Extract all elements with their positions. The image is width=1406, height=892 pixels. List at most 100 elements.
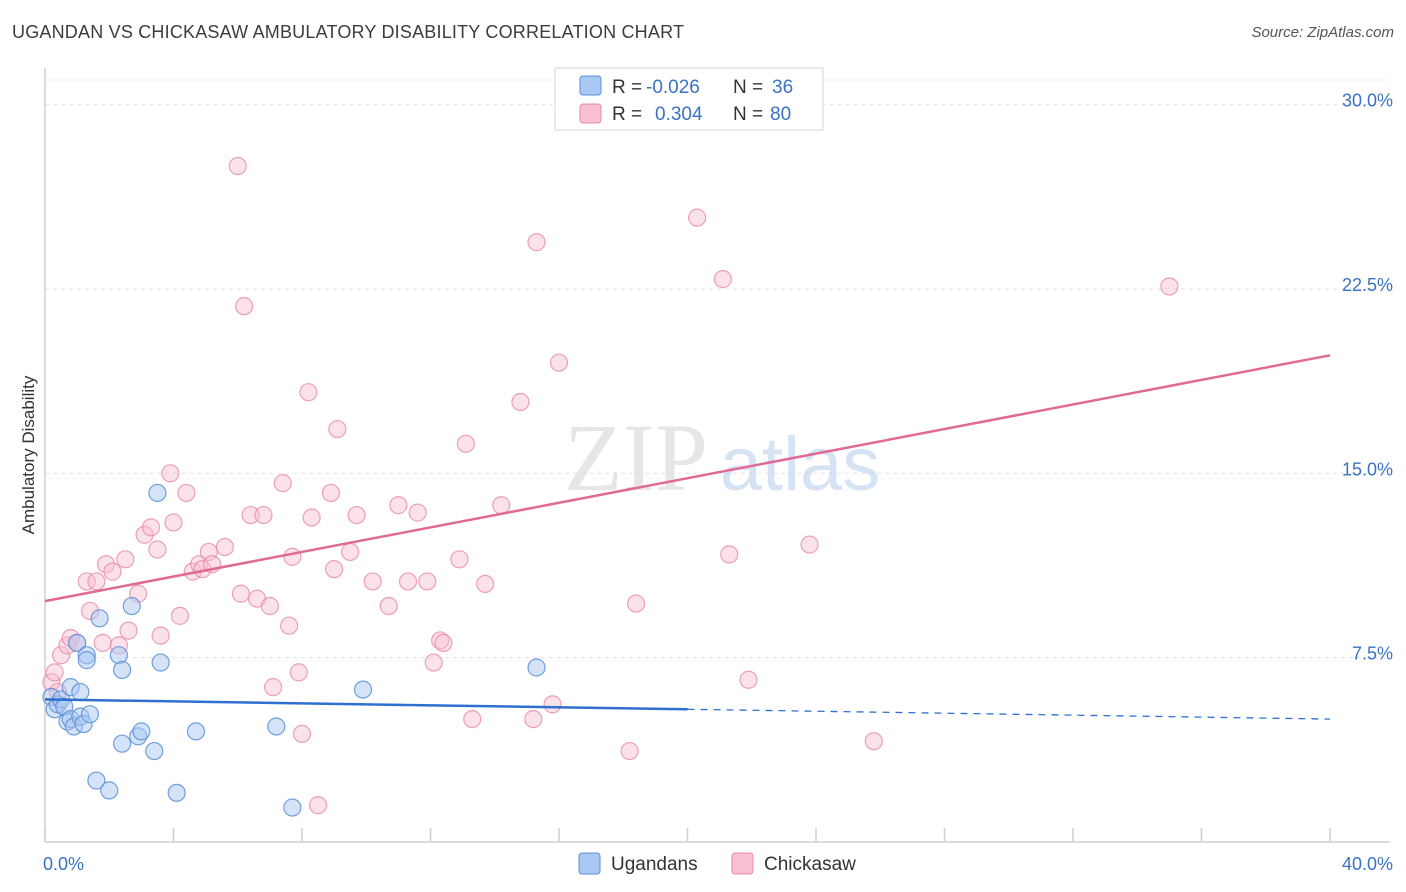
chickasaw-point-46 [308, 796, 328, 815]
chickasaw-point-34 [241, 505, 260, 525]
chickasaw-point-36 [254, 505, 273, 525]
chickasaw-point-69 [543, 695, 562, 714]
chickasaw-point-74 [688, 208, 707, 227]
ugandans-point-25 [145, 741, 164, 761]
legend-n-label-2: N = [733, 104, 763, 125]
chickasaw-point-56 [408, 503, 427, 522]
bottom-legend-label-chickasaw: Chickasaw [764, 854, 856, 875]
chickasaw-point-33 [235, 297, 254, 316]
ugandans-point-20 [112, 660, 132, 680]
tick-labels: 7.5% 15.0% 22.5% 30.0% 0.0% 40.0% [43, 91, 1393, 874]
chickasaw-point-31 [228, 156, 247, 176]
chickasaw-point-78 [800, 535, 819, 554]
chickasaw-point-55 [398, 572, 418, 591]
ugandans-point-27 [151, 653, 170, 672]
chickasaw-point-59 [431, 631, 450, 650]
chickasaw-point-23 [170, 606, 190, 625]
chickasaw-point-7 [77, 572, 96, 591]
chickasaw-point-76 [720, 545, 739, 564]
chickasaw-point-53 [379, 596, 398, 616]
chickasaw-point-66 [511, 392, 530, 412]
chickasaw-point-57 [418, 572, 437, 591]
bottom-legend-swatch-chickasaw [731, 852, 754, 875]
chickasaw-point-41 [283, 547, 302, 566]
trend-lines [44, 354, 1331, 720]
chickasaw-point-45 [302, 508, 321, 527]
ugandans-point-11 [71, 682, 90, 702]
chickasaw-point-14 [116, 550, 135, 569]
y-tick-label-0: 7.5% [1352, 644, 1393, 664]
chickasaw-point-62 [456, 434, 475, 453]
chickasaw-point-79 [864, 732, 883, 751]
legend-n-value-2: 80 [770, 104, 791, 125]
watermark-atlas: atlas [720, 422, 881, 507]
legend-n-value-1: 36 [772, 77, 793, 98]
chickasaw-point-24 [177, 483, 196, 503]
legend-r-label-2: R = [612, 104, 642, 125]
chickasaw-point-11 [96, 555, 116, 574]
ugandans-trend-extension [687, 708, 1331, 720]
y-tick-label-2: 22.5% [1342, 275, 1393, 295]
x-tick-label-max: 40.0% [1342, 854, 1393, 874]
chickasaw-point-54 [389, 496, 408, 515]
chickasaw-point-20 [151, 626, 170, 645]
y-tick-label-1: 15.0% [1342, 459, 1393, 479]
y-axis-title: Ambulatory Disability [19, 375, 38, 534]
chickasaw-point-37 [260, 596, 279, 616]
chickasaw-point-67 [524, 709, 543, 729]
chickasaw-point-50 [341, 542, 360, 562]
chickasaw-point-75 [713, 270, 732, 289]
ugandans-point-17 [90, 609, 109, 628]
chickasaw-point-42 [289, 663, 308, 682]
chickasaw-point-15 [119, 621, 138, 640]
chickasaw-point-58 [424, 653, 443, 672]
chickasaw-point-22 [164, 513, 183, 532]
ugandans-point-18 [100, 781, 119, 800]
chickasaw-point-52 [363, 572, 382, 591]
watermark: ZIP atlas [564, 404, 880, 511]
legend-r-label-1: R = [612, 77, 642, 98]
chickasaw-point-48 [325, 560, 344, 579]
legend-swatch-ugandans [579, 75, 602, 96]
chickasaw-point-72 [620, 741, 639, 761]
chickasaw-point-9 [87, 572, 106, 591]
chickasaw-point-38 [263, 678, 283, 697]
legend-swatch-chickasaw [579, 103, 602, 124]
source-label: Source: ZipAtlas.com [1251, 24, 1394, 41]
chickasaw-point-77 [739, 670, 758, 689]
ugandans-point-21 [112, 734, 132, 753]
chickasaw-point-21 [161, 464, 180, 483]
watermark-zip: ZIP [564, 404, 708, 511]
ugandans-trend-line [44, 698, 688, 711]
chickasaw-point-43 [292, 724, 312, 743]
chickasaw-point-40 [280, 616, 299, 635]
ugandans-point-14 [77, 651, 96, 670]
chart-title: UGANDAN VS CHICKASAW AMBULATORY DISABILI… [12, 22, 685, 42]
chickasaw-point-1 [45, 663, 64, 682]
chickasaw-point-64 [476, 574, 495, 594]
chickasaw-point-12 [103, 562, 122, 581]
ugandans-point-33 [527, 658, 546, 677]
chickasaw-point-39 [273, 474, 292, 493]
chickasaw-point-19 [148, 540, 167, 559]
chickasaw-point-61 [450, 550, 469, 569]
axes [44, 68, 1390, 843]
chickasaw-point-18 [141, 518, 161, 537]
ugandans-point-30 [267, 717, 286, 736]
y-tick-label-3: 30.0% [1342, 91, 1393, 111]
chickasaw-trend-line [44, 354, 1331, 603]
chickasaw-point-30 [215, 537, 234, 557]
chickasaw-point-17 [135, 525, 154, 544]
ugandans-point-28 [167, 783, 186, 802]
chickasaw-point-47 [321, 483, 341, 503]
bottom-legend-label-ugandans: Ugandans [611, 854, 698, 875]
legend-r-value-1: -0.026 [646, 77, 700, 98]
chickasaw-point-68 [527, 233, 546, 252]
legend-n-label-1: N = [733, 77, 763, 98]
chickasaw-point-49 [328, 419, 347, 439]
correlation-legend: R = -0.026 N = 36 R = 0.304 N = 80 [554, 67, 824, 131]
ugandans-point-26 [148, 483, 167, 503]
ugandans-point-9 [68, 633, 87, 652]
chickasaw-point-65 [492, 496, 511, 515]
